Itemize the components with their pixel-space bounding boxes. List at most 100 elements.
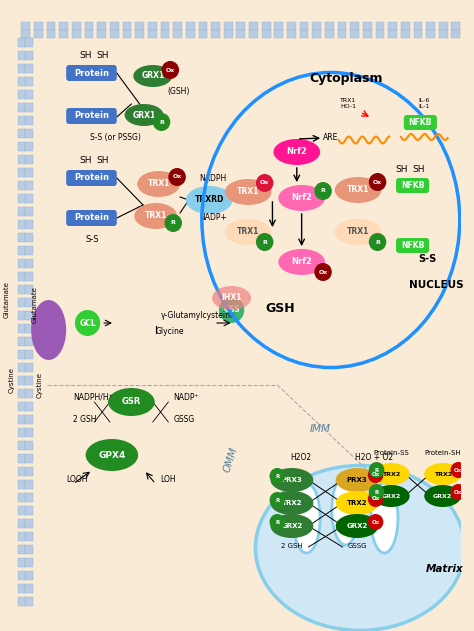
Bar bbox=[186, 22, 195, 30]
Bar bbox=[413, 22, 422, 30]
Ellipse shape bbox=[278, 249, 325, 275]
Circle shape bbox=[368, 491, 383, 507]
Bar bbox=[18, 246, 25, 255]
Bar bbox=[25, 415, 33, 424]
FancyBboxPatch shape bbox=[66, 108, 117, 124]
Circle shape bbox=[256, 174, 273, 192]
Ellipse shape bbox=[133, 65, 172, 87]
Text: Glycine: Glycine bbox=[155, 327, 184, 336]
Text: 2 GSH: 2 GSH bbox=[281, 543, 303, 549]
Ellipse shape bbox=[424, 463, 461, 485]
Bar bbox=[25, 194, 33, 203]
Circle shape bbox=[368, 514, 383, 530]
Bar bbox=[325, 22, 334, 30]
Text: NADP+: NADP+ bbox=[200, 213, 228, 222]
Bar bbox=[18, 402, 25, 411]
Bar bbox=[18, 532, 25, 541]
Circle shape bbox=[75, 310, 100, 336]
Text: TRX2: TRX2 bbox=[282, 500, 302, 506]
Bar bbox=[173, 30, 182, 38]
Text: GRX2: GRX2 bbox=[382, 493, 401, 498]
Text: TRX2: TRX2 bbox=[382, 471, 400, 476]
Bar bbox=[25, 64, 33, 73]
Bar bbox=[199, 22, 207, 30]
Text: 2 GSH: 2 GSH bbox=[73, 415, 97, 424]
FancyBboxPatch shape bbox=[396, 178, 429, 193]
Circle shape bbox=[369, 173, 386, 191]
Bar bbox=[18, 142, 25, 151]
Ellipse shape bbox=[373, 463, 410, 485]
Bar bbox=[388, 30, 397, 38]
FancyBboxPatch shape bbox=[66, 170, 117, 186]
Bar bbox=[25, 571, 33, 580]
Text: TRX1: TRX1 bbox=[147, 179, 170, 189]
Bar bbox=[211, 30, 220, 38]
Text: GCL: GCL bbox=[79, 319, 96, 327]
Bar bbox=[25, 558, 33, 567]
Circle shape bbox=[219, 297, 244, 323]
Bar bbox=[18, 597, 25, 606]
Ellipse shape bbox=[271, 514, 313, 538]
Bar bbox=[25, 532, 33, 541]
Bar bbox=[18, 571, 25, 580]
Bar bbox=[18, 77, 25, 86]
Bar bbox=[426, 22, 435, 30]
Bar bbox=[18, 168, 25, 177]
Bar bbox=[249, 22, 258, 30]
Bar bbox=[25, 181, 33, 190]
Bar bbox=[21, 30, 30, 38]
Bar bbox=[18, 493, 25, 502]
Circle shape bbox=[270, 514, 285, 530]
Ellipse shape bbox=[278, 185, 325, 211]
Text: Ox: Ox bbox=[165, 68, 175, 73]
Text: Protein-SS: Protein-SS bbox=[374, 450, 409, 456]
Text: Ox: Ox bbox=[373, 179, 382, 184]
Text: Protein-SH: Protein-SH bbox=[424, 450, 461, 456]
Bar bbox=[18, 558, 25, 567]
Text: H2O + O2: H2O + O2 bbox=[355, 453, 393, 462]
Ellipse shape bbox=[134, 203, 177, 229]
Circle shape bbox=[270, 492, 285, 508]
Circle shape bbox=[368, 467, 383, 483]
Text: SH: SH bbox=[96, 156, 109, 165]
Text: SH: SH bbox=[80, 51, 92, 60]
Text: Protein: Protein bbox=[74, 112, 109, 121]
Text: SH: SH bbox=[96, 51, 109, 60]
Bar bbox=[25, 272, 33, 281]
Text: Ox: Ox bbox=[319, 269, 328, 274]
Circle shape bbox=[450, 484, 466, 500]
Text: NFKB: NFKB bbox=[401, 241, 424, 250]
Bar bbox=[401, 30, 410, 38]
Bar bbox=[148, 30, 157, 38]
Text: ARE: ARE bbox=[323, 133, 338, 142]
FancyBboxPatch shape bbox=[18, 22, 457, 627]
Text: R: R bbox=[171, 220, 176, 225]
Text: GRX1: GRX1 bbox=[141, 71, 164, 81]
Bar bbox=[25, 155, 33, 164]
Bar bbox=[161, 30, 169, 38]
Bar bbox=[18, 51, 25, 60]
Bar bbox=[274, 30, 283, 38]
Bar bbox=[18, 103, 25, 112]
Text: Ox: Ox bbox=[454, 490, 462, 495]
Text: Ox: Ox bbox=[372, 497, 380, 502]
Circle shape bbox=[369, 462, 384, 478]
Bar bbox=[25, 506, 33, 515]
Bar bbox=[47, 22, 55, 30]
Text: NUCLEUS: NUCLEUS bbox=[409, 280, 463, 290]
Ellipse shape bbox=[186, 186, 233, 214]
Bar bbox=[18, 324, 25, 333]
Bar bbox=[249, 30, 258, 38]
FancyBboxPatch shape bbox=[396, 238, 429, 253]
Bar bbox=[18, 64, 25, 73]
Ellipse shape bbox=[137, 171, 180, 197]
Ellipse shape bbox=[108, 388, 155, 416]
Circle shape bbox=[162, 61, 179, 79]
Ellipse shape bbox=[335, 219, 382, 245]
Text: S-S (or PSSG): S-S (or PSSG) bbox=[90, 133, 140, 142]
Text: SH: SH bbox=[412, 165, 425, 174]
Circle shape bbox=[314, 182, 332, 200]
FancyBboxPatch shape bbox=[66, 210, 117, 226]
Text: Nrf2: Nrf2 bbox=[291, 257, 312, 266]
Bar bbox=[25, 220, 33, 229]
